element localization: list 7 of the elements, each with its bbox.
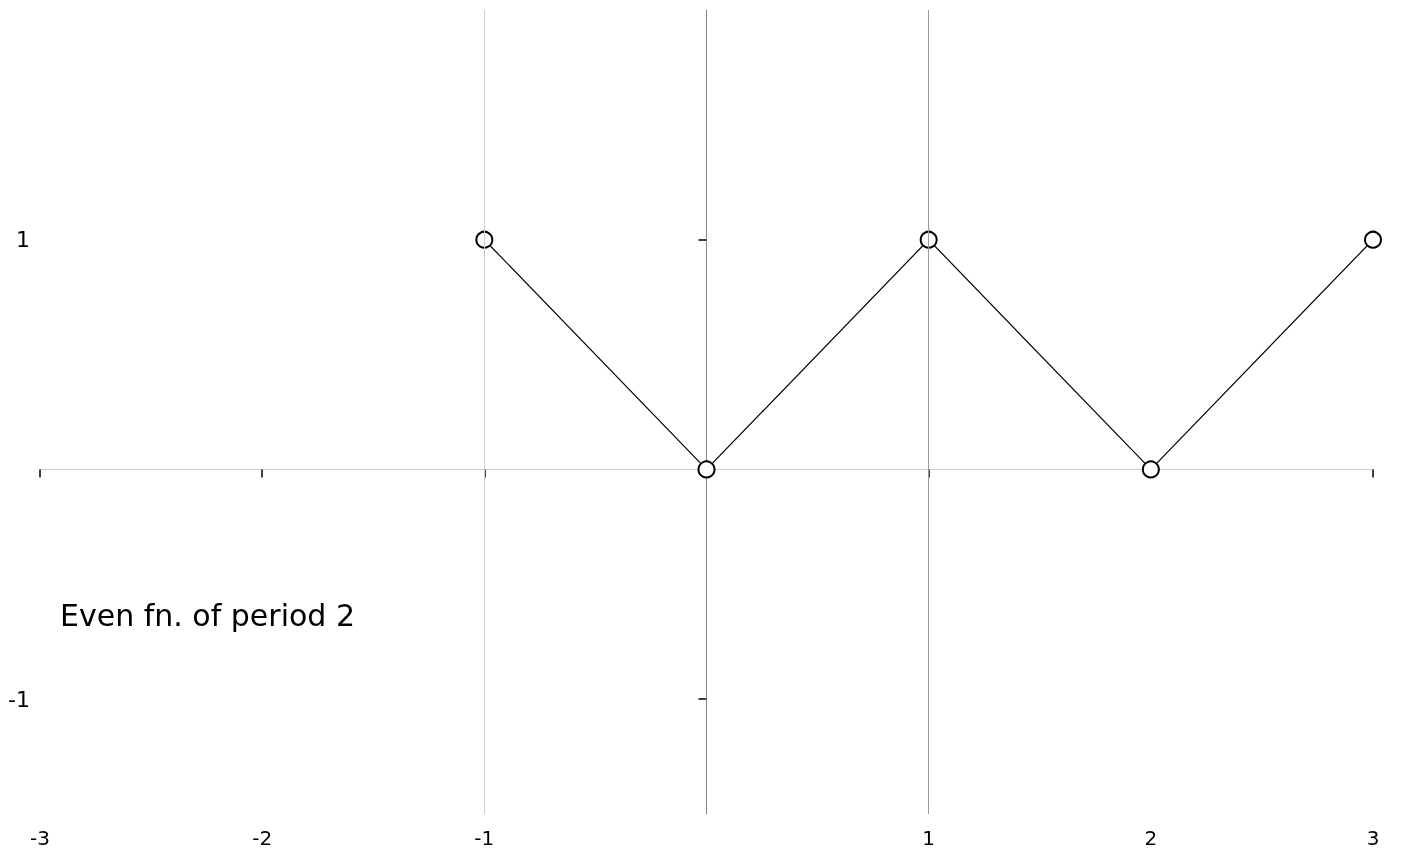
x-tick-label: 1 (922, 826, 936, 848)
x-tick-label: -1 (474, 826, 495, 848)
x-tick-label: 3 (1366, 826, 1380, 848)
x-tick-label: -3 (30, 826, 50, 848)
x-tick-label: -2 (252, 826, 273, 848)
x-tick-label: 2 (1144, 826, 1158, 848)
annotation: Even fn. of period 2 (60, 597, 356, 633)
